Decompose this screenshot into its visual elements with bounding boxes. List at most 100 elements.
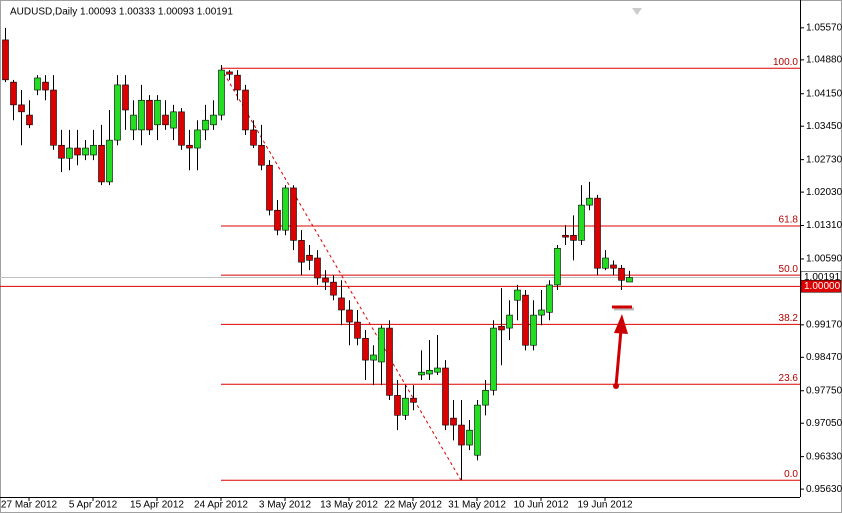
candle-body — [426, 370, 433, 375]
candle-body — [178, 111, 185, 146]
candle-body — [338, 297, 345, 311]
candle-body — [322, 277, 329, 283]
candle-body — [50, 89, 57, 146]
candle-body — [418, 371, 425, 376]
candle-body — [402, 397, 409, 416]
y-tick-label: 0.98470 — [806, 352, 842, 363]
y-tick-label: 0.96330 — [806, 451, 842, 462]
candle-body — [578, 204, 585, 241]
x-tick-label: 3 May 2012 — [259, 500, 312, 511]
candle-body — [330, 281, 337, 296]
candle-body — [26, 114, 33, 126]
candle-body — [138, 99, 145, 131]
candle-body — [98, 144, 105, 183]
y-tick-label: 1.05570 — [806, 22, 842, 33]
candle-body — [298, 240, 305, 263]
x-tick-label: 27 Mar 2012 — [1, 500, 58, 511]
candle-body — [306, 254, 313, 261]
candle-body — [626, 277, 633, 283]
y-tick-label: 1.02730 — [806, 154, 842, 165]
candle-body — [434, 367, 441, 373]
candle-body — [114, 84, 121, 141]
candle-body — [514, 289, 521, 301]
candle-body — [74, 147, 81, 156]
price-box-label: 1.00191 — [804, 272, 841, 283]
fib-label: 50.0 — [779, 264, 799, 275]
candle-body — [10, 81, 17, 106]
plot: 1.05570 1.04880 1.04150 1.03450 1.02730 1.020… — [0, 22, 842, 511]
arrow-head — [614, 314, 628, 334]
candle-body — [362, 337, 369, 361]
price-box — [800, 280, 842, 293]
candle-body — [258, 144, 265, 166]
candle-body — [274, 209, 281, 231]
y-tick-label: 0.97750 — [806, 385, 842, 396]
x-tick-label: 10 Jun 2012 — [513, 500, 568, 511]
fib-label: 0.0 — [784, 469, 798, 480]
candle-body — [618, 267, 625, 281]
y-tick-label: 1.03450 — [806, 121, 842, 132]
candle-body — [586, 197, 593, 206]
candle-body — [410, 397, 417, 403]
fib-label: 61.8 — [779, 215, 799, 226]
arrow-shaft — [614, 329, 623, 387]
candle-body — [346, 309, 353, 323]
candle-body — [202, 119, 209, 131]
candle-body — [266, 164, 273, 211]
candle-body — [282, 187, 289, 231]
fib-label: 38.2 — [779, 313, 799, 324]
arrow — [612, 305, 634, 389]
candle-body — [378, 327, 385, 363]
fib-label: 100.0 — [773, 57, 798, 68]
candle-body — [562, 234, 569, 238]
y-tick-label: 0.99170 — [806, 319, 842, 330]
candle-body — [522, 294, 529, 346]
candle-body — [290, 187, 297, 241]
candle-body — [474, 404, 481, 456]
candle-body — [146, 99, 153, 131]
candle-body — [506, 314, 513, 329]
x-tick-label: 19 Jun 2012 — [577, 500, 632, 511]
candle-body — [122, 84, 129, 111]
y-tick-label: 1.01310 — [806, 220, 842, 231]
arrow-tail — [613, 383, 619, 389]
candle-body — [34, 77, 41, 91]
candle-body — [570, 234, 577, 241]
candle-body — [370, 354, 377, 361]
candle-body — [314, 257, 321, 279]
x-tick-label: 22 May 2012 — [384, 500, 442, 511]
candle-body — [458, 424, 465, 446]
x-tick-label: 15 Apr 2012 — [130, 500, 184, 511]
candle-body — [482, 389, 489, 406]
x-tick-label: 24 Apr 2012 — [194, 500, 248, 511]
candle-body — [42, 81, 49, 91]
candle-body — [2, 39, 9, 81]
y-tick-label: 1.00590 — [806, 254, 842, 265]
candle-body — [66, 147, 73, 159]
candle-body — [90, 144, 97, 156]
candle-body — [490, 327, 497, 391]
chart-title: AUDUSD,Daily 1.00093 1.00333 1.00093 1.0… — [10, 7, 233, 18]
candle-body — [106, 139, 113, 183]
candle-body — [530, 314, 537, 346]
candle-body — [546, 284, 553, 313]
candle-body — [186, 144, 193, 149]
candle-body — [394, 395, 401, 416]
y-tick-label: 0.95630 — [806, 484, 842, 495]
price-box-label: 1.00000 — [804, 281, 841, 292]
candle-body — [538, 309, 545, 316]
candle-body — [554, 247, 561, 286]
candle-body — [154, 99, 161, 126]
candle-body — [602, 257, 609, 269]
x-tick-label: 5 Apr 2012 — [69, 500, 118, 511]
candle-body — [162, 114, 169, 126]
candle-body — [386, 327, 393, 396]
candle-body — [466, 429, 473, 446]
x-tick-label: 13 May 2012 — [320, 500, 378, 511]
candle-body — [610, 264, 617, 269]
candle-body — [442, 367, 449, 426]
candle-body — [194, 129, 201, 149]
